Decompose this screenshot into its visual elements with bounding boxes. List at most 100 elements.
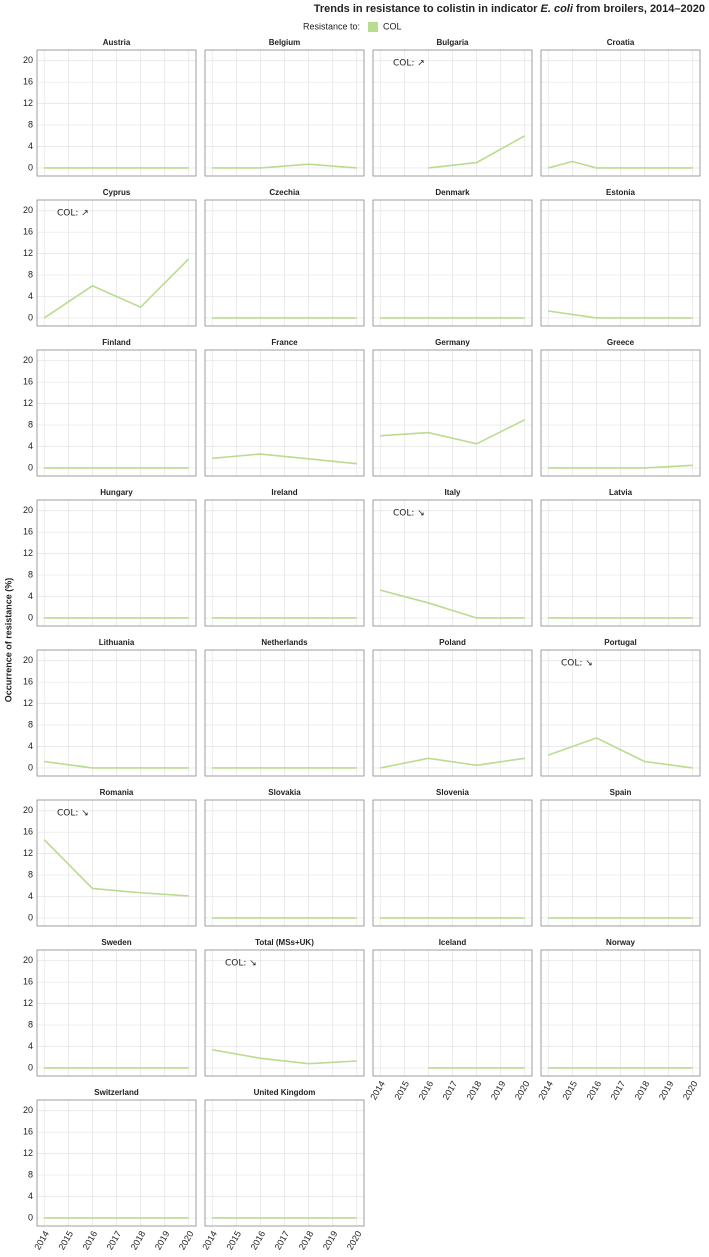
y-tick-label: 20: [23, 955, 33, 965]
panel-frame: [204, 199, 365, 327]
y-tick-label: 4: [28, 441, 33, 451]
y-tick-label: 0: [28, 312, 33, 322]
panel-title: Bulgaria: [436, 38, 469, 47]
title-part: from broilers, 2014–2020: [573, 3, 705, 15]
panel-frame: [372, 349, 533, 477]
panel-title: France: [271, 338, 298, 347]
panel-title: Ireland: [271, 488, 297, 497]
y-tick-label: 20: [23, 55, 33, 65]
data-line: [428, 135, 526, 169]
panel-title: Lithuania: [99, 638, 135, 647]
panel-title: Finland: [102, 338, 131, 347]
panel-frame: [36, 1099, 197, 1227]
y-tick-label: 12: [23, 548, 33, 558]
panel-frame: [204, 1099, 365, 1227]
panel-frame: [372, 199, 533, 327]
panel-frame: [540, 499, 701, 627]
y-tick-label: 12: [23, 698, 33, 708]
panel-frame: [36, 649, 197, 777]
y-tick-label: 16: [23, 377, 33, 387]
y-tick-label: 16: [23, 827, 33, 837]
title-part: Trends in resistance to colistin in indi…: [314, 3, 541, 15]
annotation: COL: ↗: [393, 59, 425, 69]
panel-frame: [204, 499, 365, 627]
y-tick-label: 0: [28, 1062, 33, 1072]
x-tick-label: 2015: [224, 1229, 243, 1251]
x-tick-label: 2019: [153, 1229, 172, 1251]
title-part: E. coli: [541, 3, 574, 15]
y-tick-label: 8: [28, 119, 33, 129]
panel-title: Slovenia: [436, 788, 469, 797]
y-tick-label: 16: [23, 677, 33, 687]
y-tick-label: 0: [28, 612, 33, 622]
panel-frame: [36, 949, 197, 1077]
x-tick-label: 2014: [536, 1079, 555, 1101]
x-tick-label: 2015: [56, 1229, 75, 1251]
y-tick-label: 16: [23, 1127, 33, 1137]
panel-frame: [36, 499, 197, 627]
x-tick-label: 2020: [345, 1229, 364, 1251]
annotation: COL: ↘: [393, 509, 425, 519]
panel-frame: [540, 799, 701, 927]
y-tick-label: 0: [28, 162, 33, 172]
panel-title: Slovakia: [268, 788, 301, 797]
legend-label: COL: [383, 21, 402, 31]
y-tick-label: 4: [28, 1041, 33, 1051]
chart-title: Trends in resistance to colistin in indi…: [314, 3, 705, 15]
y-tick-label: 8: [28, 1169, 33, 1179]
x-tick-label: 2018: [129, 1229, 148, 1251]
panel-title: Belgium: [269, 38, 301, 47]
y-tick-label: 20: [23, 355, 33, 365]
x-tick-label: 2016: [417, 1079, 436, 1101]
y-tick-label: 0: [28, 912, 33, 922]
panel-frame: [372, 649, 533, 777]
panel-frame: [204, 799, 365, 927]
panel-title: Italy: [444, 488, 461, 497]
panel-title: Switzerland: [94, 1088, 139, 1097]
panel-frame: [36, 349, 197, 477]
panel-title: Estonia: [606, 188, 635, 197]
x-tick-label: 2018: [465, 1079, 484, 1101]
x-tick-label: 2014: [368, 1079, 387, 1101]
panel-title: Sweden: [101, 938, 131, 947]
panel-title: Greece: [607, 338, 635, 347]
x-tick-label: 2016: [81, 1229, 100, 1251]
y-tick-label: 16: [23, 77, 33, 87]
panel-title: Poland: [439, 638, 466, 647]
annotation: COL: ↘: [57, 809, 89, 819]
panel-frame: [372, 949, 533, 1077]
y-tick-label: 12: [23, 848, 33, 858]
legend-title: Resistance to:: [303, 21, 360, 31]
panel-title: Hungary: [100, 488, 133, 497]
panel-frame: [372, 499, 533, 627]
y-tick-label: 12: [23, 98, 33, 108]
panel-frame: [372, 49, 533, 177]
panel-title: United Kingdom: [254, 1088, 316, 1097]
data-line: [44, 760, 189, 769]
x-tick-label: 2018: [297, 1229, 316, 1251]
data-line: [212, 163, 357, 169]
x-tick-label: 2017: [441, 1079, 460, 1101]
data-line: [547, 737, 693, 769]
data-line: [548, 310, 693, 319]
x-tick-label: 2020: [513, 1079, 532, 1101]
panel-frame: [204, 649, 365, 777]
y-tick-label: 4: [28, 891, 33, 901]
y-tick-label: 12: [23, 398, 33, 408]
x-tick-label: 2019: [321, 1229, 340, 1251]
x-tick-label: 2016: [249, 1229, 268, 1251]
y-tick-label: 4: [28, 291, 33, 301]
data-line: [380, 418, 526, 445]
panel-frame: [540, 349, 701, 477]
x-tick-label: 2019: [657, 1079, 676, 1101]
y-tick-label: 4: [28, 141, 33, 151]
panel-title: Austria: [103, 38, 131, 47]
panel-title: Portugal: [604, 638, 636, 647]
y-axis-label: Occurrence of resistance (%): [3, 578, 13, 703]
y-tick-label: 12: [23, 998, 33, 1008]
legend-swatch: [368, 22, 378, 32]
data-line: [548, 464, 693, 469]
panel-frame: [204, 949, 365, 1077]
y-tick-label: 0: [28, 1212, 33, 1222]
